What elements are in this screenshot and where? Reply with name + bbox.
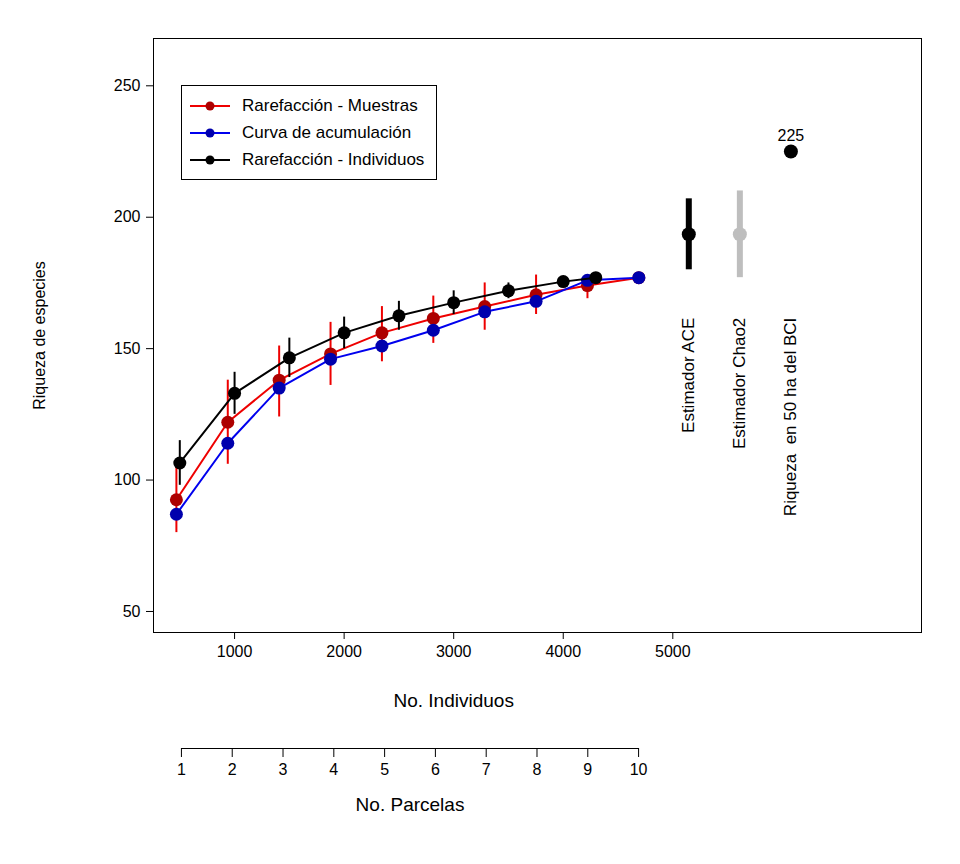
svg-text:225: 225 [778,127,805,144]
svg-text:Riqueza de especies: Riqueza de especies [31,261,48,410]
svg-text:5000: 5000 [655,643,691,660]
svg-text:3000: 3000 [436,643,472,660]
svg-text:Estimador Chao2: Estimador Chao2 [730,318,749,449]
svg-text:3: 3 [279,761,288,778]
svg-text:4000: 4000 [545,643,581,660]
html-text:Curva de acumulación: Curva de acumulación [242,122,412,142]
svg-text:Riqueza en 50 ha del BCI: Riqueza en 50 ha del BCI [781,318,800,516]
svg-text:6: 6 [431,761,440,778]
svg-text:10: 10 [630,761,648,778]
svg-text:250: 250 [114,77,141,94]
svg-text:1: 1 [177,761,186,778]
svg-text:1000: 1000 [217,643,253,660]
html-text:Rarefacción - Individuos: Rarefacción - Individuos [242,149,425,169]
html-text:Rarefacción - Muestras: Rarefacción - Muestras [242,95,418,115]
svg-text:7: 7 [482,761,491,778]
svg-text:2: 2 [228,761,237,778]
svg-text:5: 5 [380,761,389,778]
svg-text:9: 9 [583,761,592,778]
svg-text:4: 4 [329,761,338,778]
svg-text:No. Parcelas: No. Parcelas [356,794,465,815]
svg-text:200: 200 [114,208,141,225]
svg-text:100: 100 [114,471,141,488]
svg-text:2000: 2000 [326,643,362,660]
svg-text:No. Individuos: No. Individuos [393,690,513,711]
svg-text:50: 50 [123,603,141,620]
svg-text:8: 8 [533,761,542,778]
svg-text:Estimador ACE: Estimador ACE [679,318,698,433]
svg-text:150: 150 [114,340,141,357]
